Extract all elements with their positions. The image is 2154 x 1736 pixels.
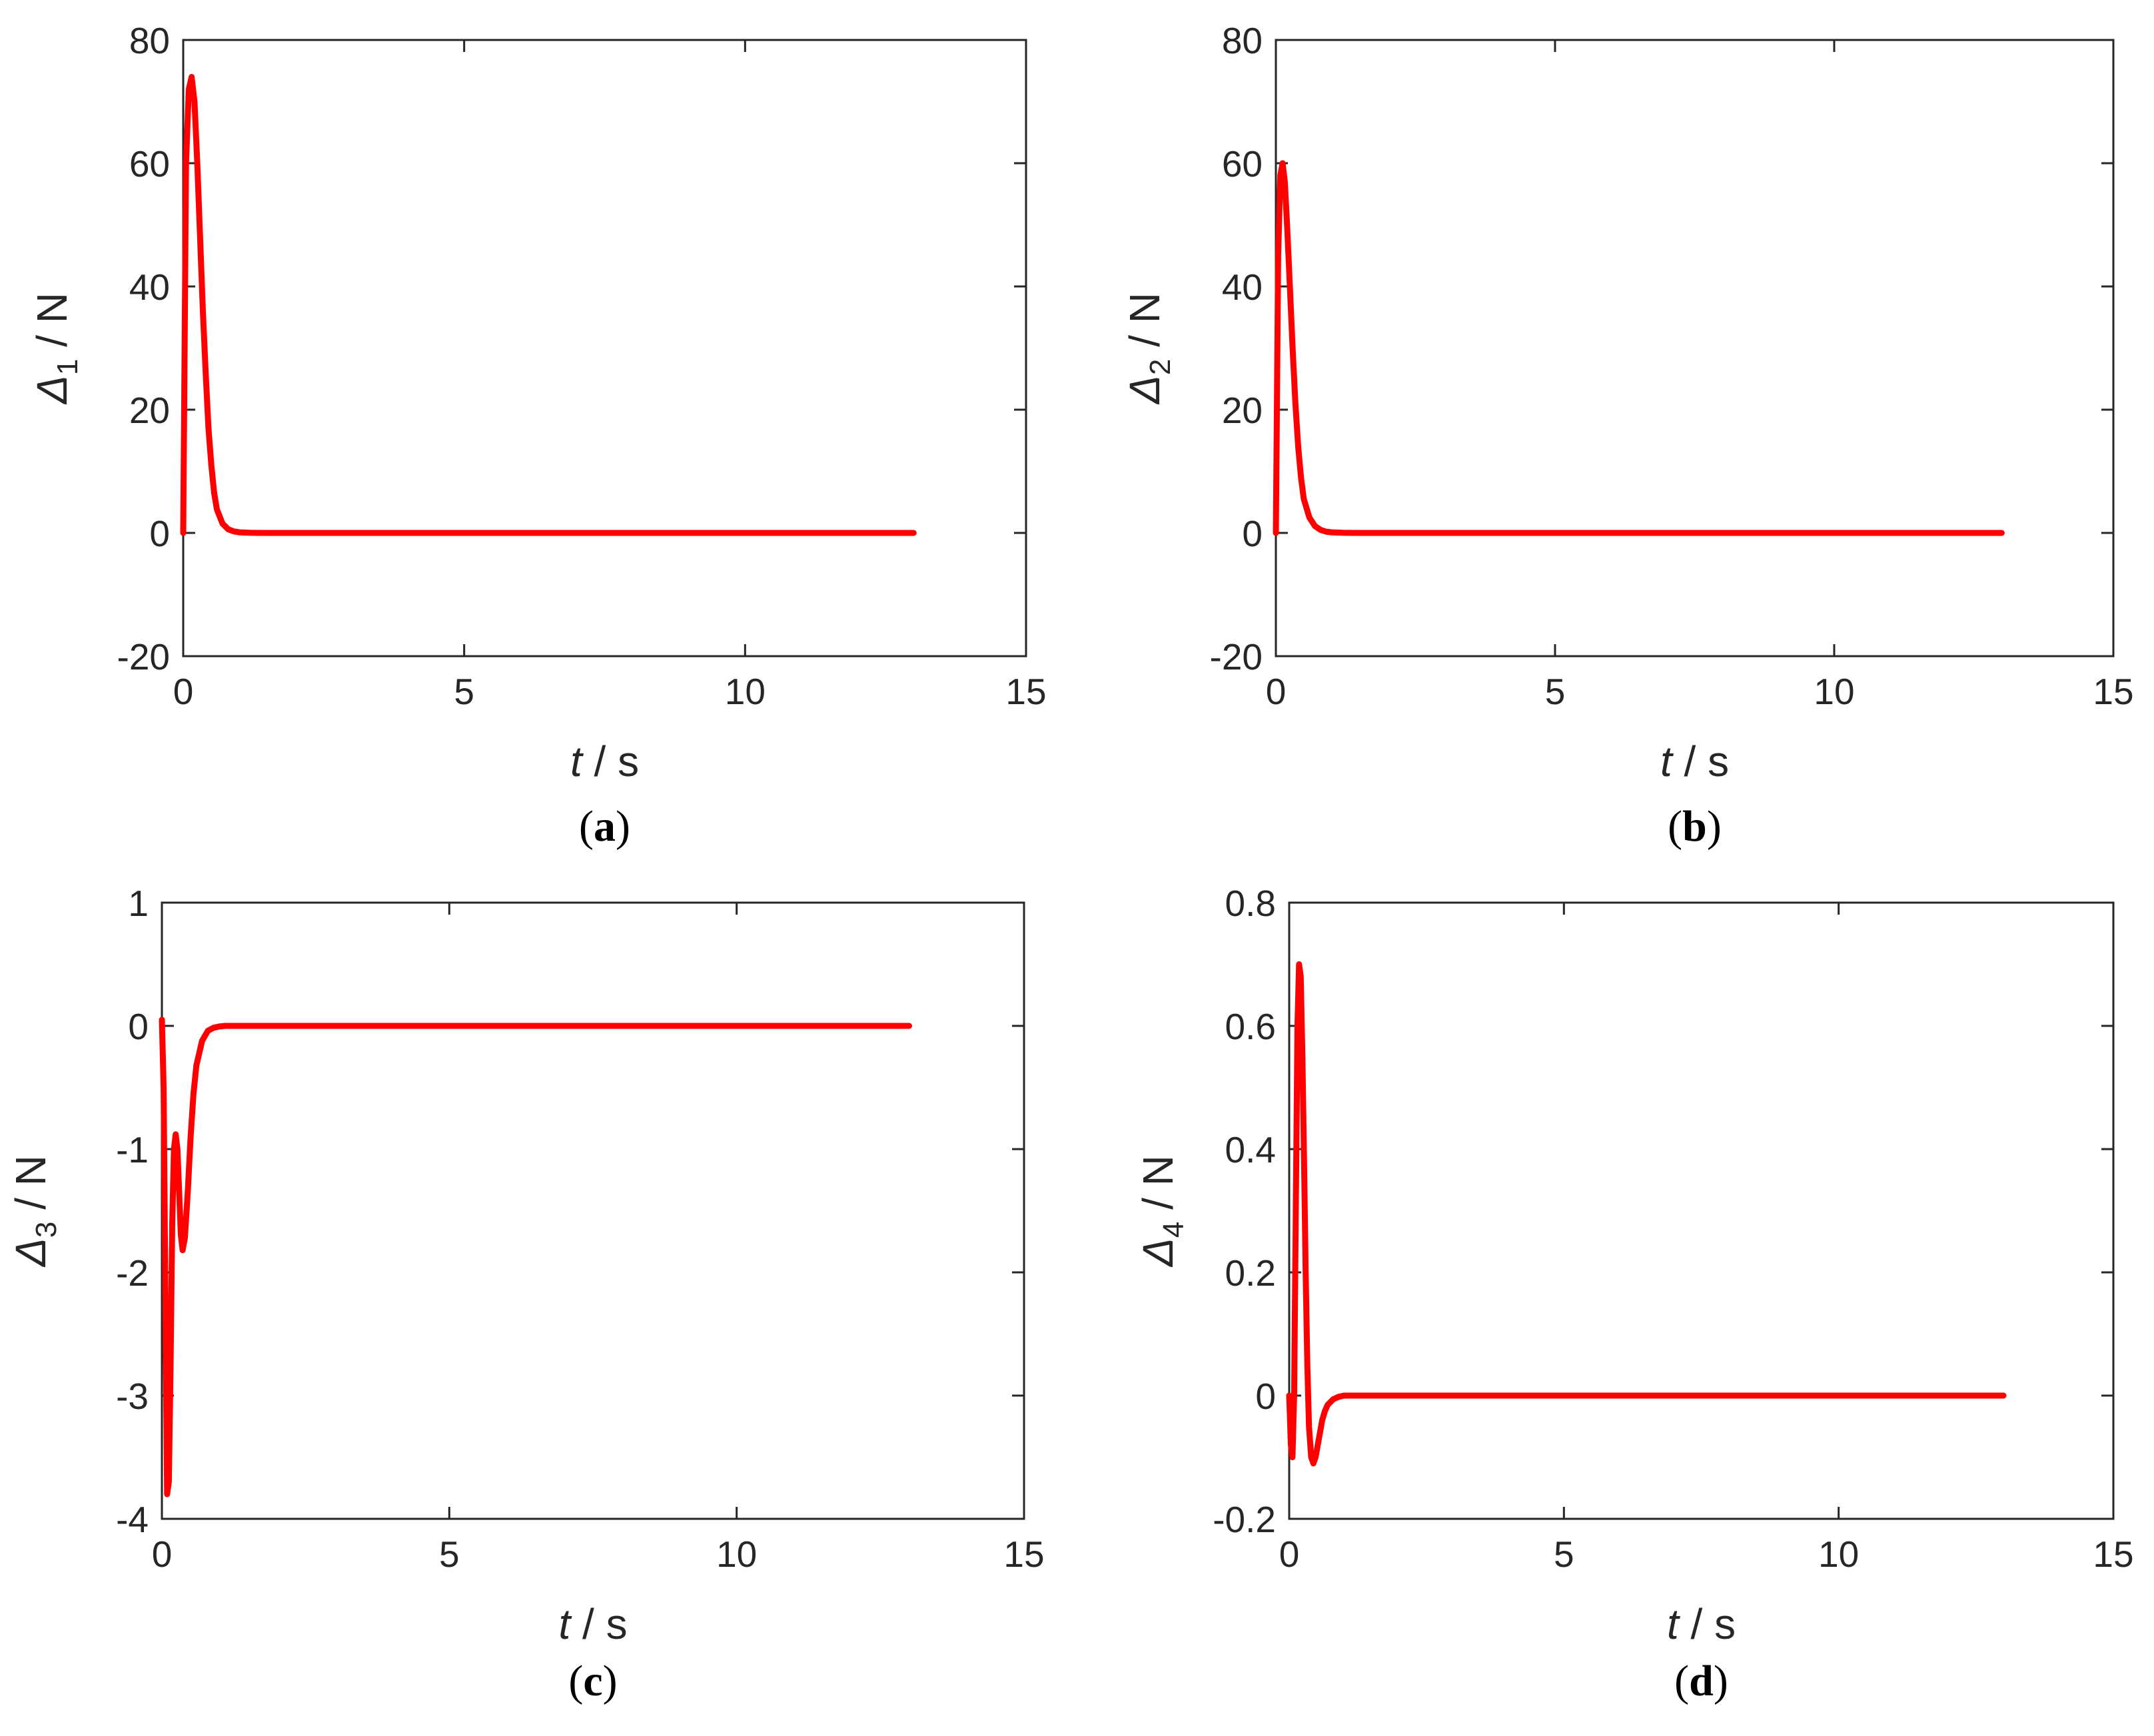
y-axis-subscript: 1 — [51, 359, 84, 375]
x-tick-label: 10 — [716, 1533, 757, 1575]
x-tick-label: 0 — [152, 1533, 173, 1575]
y-tick-label: 80 — [129, 20, 170, 61]
caption-open: ( — [1674, 1657, 1689, 1705]
x-tick-label: 15 — [1003, 1533, 1044, 1575]
panel-caption: (d) — [1674, 1657, 1728, 1705]
y-axis-subscript: 2 — [1144, 359, 1177, 375]
axes-box — [182, 39, 1027, 657]
y-axis-label: Δ2 / N — [1121, 292, 1177, 405]
y-tick-label: 40 — [1222, 266, 1263, 308]
series-line-1 — [1273, 160, 2005, 536]
y-tick-label: 80 — [1222, 20, 1263, 61]
caption-letter: d — [1689, 1657, 1714, 1705]
panel-caption: (c) — [568, 1657, 617, 1705]
y-tick-label: 20 — [129, 390, 170, 431]
x-tick-label: 15 — [2093, 671, 2133, 712]
y-axis-label: Δ4 / N — [1134, 1155, 1190, 1268]
y-axis-unit: / N — [7, 1155, 55, 1222]
y-tick-label: 0.4 — [1225, 1129, 1276, 1170]
x-axis-var: t — [558, 1600, 572, 1648]
y-tick-label: 0 — [1255, 1376, 1276, 1417]
panel-c: 0 5 10 15 -4 -3 -2 -1 0 1 t / s Δ3 / N (c) — [7, 883, 1045, 1705]
caption-open: ( — [579, 802, 594, 851]
x-tick-label: 15 — [1005, 671, 1046, 712]
y-tick-label: 0.8 — [1225, 883, 1276, 924]
y-axis-symbol: Δ — [1121, 375, 1169, 405]
x-tick-label: 10 — [1818, 1533, 1859, 1575]
y-tick-label: -20 — [117, 636, 171, 677]
axes-box — [1288, 901, 2115, 1520]
caption-open: ( — [1668, 802, 1682, 851]
x-axis-unit: / s — [582, 737, 639, 785]
caption-letter: a — [594, 802, 616, 851]
y-axis-subscript: 4 — [1157, 1222, 1190, 1238]
panel-d: 0 5 10 15-0.200.20.40.60.8t / sΔ4 / N(d) — [1134, 883, 2134, 1705]
y-tick-label: -4 — [116, 1499, 149, 1540]
x-axis-var: t — [1667, 1600, 1680, 1648]
y-axis-subscript: 3 — [30, 1222, 63, 1238]
caption-close: ) — [603, 1657, 618, 1705]
caption-close: ) — [616, 802, 630, 851]
y-tick-label: 0 — [128, 1006, 149, 1047]
y-tick-label: 60 — [1222, 143, 1263, 185]
x-tick-label: 15 — [2093, 1533, 2133, 1575]
y-tick-label: 0.2 — [1225, 1252, 1276, 1294]
y-tick-label: -2 — [116, 1252, 149, 1294]
y-axis-symbol: Δ — [28, 375, 76, 405]
x-tick-label: 0 — [173, 671, 194, 712]
x-tick-label: 5 — [1545, 671, 1566, 712]
x-tick-label: 5 — [454, 671, 474, 712]
y-axis-label: Δ1 / N — [28, 292, 84, 405]
caption-open: ( — [568, 1657, 583, 1705]
y-tick-label: 40 — [129, 266, 170, 308]
panel-caption: (b) — [1668, 802, 1722, 851]
y-axis-unit: / N — [1134, 1155, 1182, 1222]
caption-close: ) — [1707, 802, 1722, 851]
x-axis-var: t — [570, 737, 584, 785]
x-tick-label: 10 — [725, 671, 766, 712]
y-axis-symbol: Δ — [1134, 1238, 1182, 1268]
series-line-1 — [1286, 961, 2007, 1467]
caption-letter: b — [1682, 802, 1707, 851]
y-tick-label: 60 — [129, 143, 170, 185]
y-tick-label: 1 — [128, 883, 149, 924]
x-axis-label: t / s — [558, 1600, 627, 1648]
caption-letter: c — [583, 1657, 602, 1705]
axes-box — [1275, 39, 2115, 657]
y-tick-label: 0 — [149, 513, 170, 554]
x-axis-var: t — [1660, 737, 1674, 785]
caption-close: ) — [1714, 1657, 1728, 1705]
x-tick-label: 0 — [1266, 671, 1287, 712]
x-axis-unit: / s — [1679, 1600, 1736, 1648]
axes-box — [161, 901, 1025, 1520]
x-tick-label: 10 — [1814, 671, 1854, 712]
y-axis-unit: / N — [1121, 292, 1169, 359]
x-tick-label: 5 — [1554, 1533, 1574, 1575]
y-tick-label: 0.6 — [1225, 1006, 1276, 1047]
y-tick-label: -3 — [116, 1376, 149, 1417]
x-axis-unit: / s — [570, 1600, 627, 1648]
series-line-1 — [159, 1017, 912, 1498]
x-tick-label: 0 — [1279, 1533, 1300, 1575]
y-tick-label: -0.2 — [1213, 1499, 1276, 1540]
series-line-1 — [180, 74, 917, 536]
y-tick-label: 20 — [1222, 390, 1263, 431]
x-axis-label: t / s — [1660, 737, 1729, 785]
y-tick-label: -20 — [1210, 636, 1263, 677]
y-axis-unit: / N — [28, 292, 76, 359]
x-axis-label: t / s — [1667, 1600, 1736, 1648]
y-axis-symbol: Δ — [7, 1238, 55, 1268]
y-tick-label: -1 — [116, 1129, 149, 1170]
y-tick-label: 0 — [1242, 513, 1263, 554]
panel-caption: (a) — [579, 802, 630, 851]
y-axis-label: Δ3 / N — [7, 1155, 63, 1268]
x-tick-label: 5 — [439, 1533, 460, 1575]
x-axis-label: t / s — [570, 737, 639, 785]
x-axis-unit: / s — [1672, 737, 1729, 785]
